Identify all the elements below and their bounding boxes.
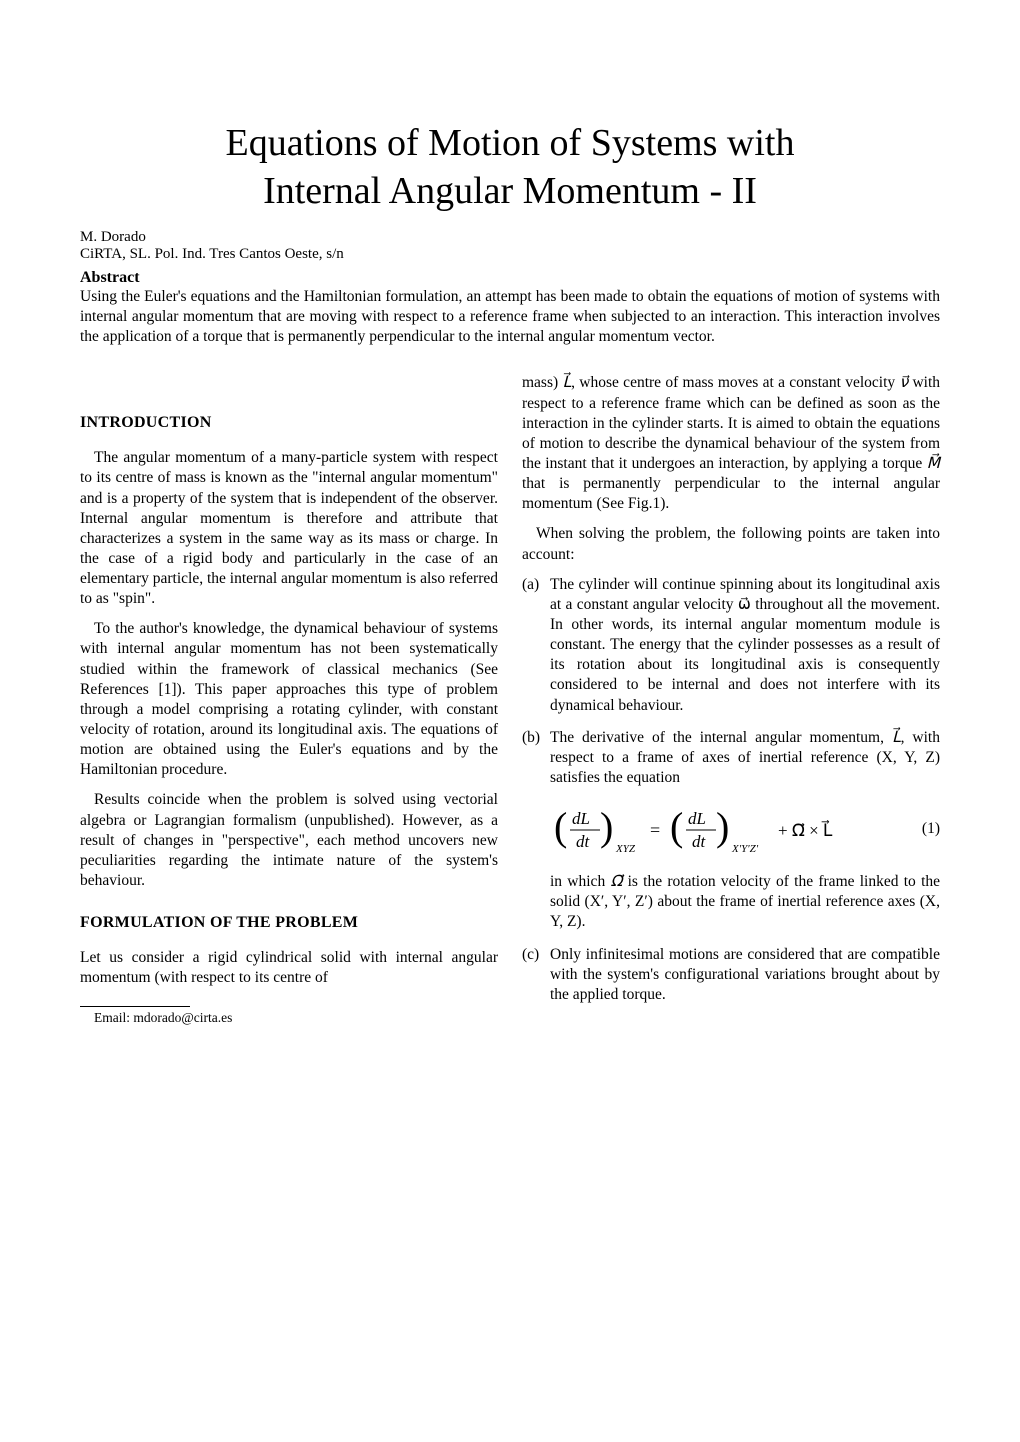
symbol-Omega: Ω⃗ bbox=[610, 873, 622, 890]
right-column: mass) L⃗, whose centre of mass moves at … bbox=[522, 373, 940, 1026]
abstract-text: Using the Euler's equations and the Hami… bbox=[80, 287, 940, 347]
text-fragment: that is permanently perpendicular to the… bbox=[522, 475, 940, 512]
formulation-para-1: Let us consider a rigid cylindrical soli… bbox=[80, 948, 498, 988]
section-formulation: FORMULATION OF THE PROBLEM bbox=[80, 913, 498, 934]
right-para-2: When solving the problem, the following … bbox=[522, 524, 940, 564]
svg-text:X′Y′Z′: X′Y′Z′ bbox=[731, 843, 759, 855]
intro-para-3: Results coincide when the problem is sol… bbox=[80, 790, 498, 891]
left-column: INTRODUCTION The angular momentum of a m… bbox=[80, 373, 498, 1026]
abstract-label: Abstract bbox=[80, 269, 940, 287]
svg-text:): ) bbox=[600, 804, 613, 849]
svg-text:): ) bbox=[716, 804, 729, 849]
footnote-email: Email: mdorado@cirta.es bbox=[80, 1009, 498, 1027]
item-b-body: The derivative of the internal angular m… bbox=[550, 728, 940, 933]
text-fragment: in which bbox=[550, 873, 610, 890]
item-c-label: (c) bbox=[522, 945, 550, 1005]
item-c-body: Only infinitesimal motions are considere… bbox=[550, 945, 940, 1005]
footnote-rule bbox=[80, 1006, 190, 1007]
symbol-L: L⃗ bbox=[562, 374, 571, 391]
svg-text:(: ( bbox=[554, 804, 567, 849]
intro-para-1: The angular momentum of a many-particle … bbox=[80, 448, 498, 609]
section-introduction: INTRODUCTION bbox=[80, 413, 498, 434]
text-fragment: mass) bbox=[522, 374, 562, 391]
list-item-a: (a) The cylinder will continue spinning … bbox=[522, 575, 940, 716]
paper-title: Equations of Motion of Systems with Inte… bbox=[80, 120, 940, 215]
text-fragment: , whose centre of mass moves at a consta… bbox=[571, 374, 899, 391]
text-fragment: The derivative of the internal angular m… bbox=[550, 729, 892, 746]
svg-text:dL⃗: dL⃗ bbox=[688, 809, 719, 828]
list-item-c: (c) Only infinitesimal motions are consi… bbox=[522, 945, 940, 1005]
symbol-L: L⃗ bbox=[892, 729, 901, 746]
item-a-label: (a) bbox=[522, 575, 550, 716]
svg-text:dt: dt bbox=[692, 832, 707, 851]
item-a-body: The cylinder will continue spinning abou… bbox=[550, 575, 940, 716]
equation-1: ( dL⃗ dt ) XYZ = ( dL⃗ bbox=[550, 800, 940, 858]
symbol-nu: ν⃗ bbox=[899, 374, 908, 391]
document-page: Equations of Motion of Systems with Inte… bbox=[0, 0, 1020, 1442]
item-b-label: (b) bbox=[522, 728, 550, 933]
title-line-1: Equations of Motion of Systems with bbox=[226, 122, 795, 164]
right-para-1: mass) L⃗, whose centre of mass moves at … bbox=[522, 373, 940, 514]
two-column-body: INTRODUCTION The angular momentum of a m… bbox=[80, 373, 940, 1026]
list-item-b: (b) The derivative of the internal angul… bbox=[522, 728, 940, 933]
svg-text:dL⃗: dL⃗ bbox=[572, 809, 603, 828]
author-name: M. Dorado bbox=[80, 229, 940, 246]
intro-para-2: To the author's knowledge, the dynamical… bbox=[80, 619, 498, 780]
title-line-2: Internal Angular Momentum - II bbox=[263, 170, 757, 212]
equation-number-1: (1) bbox=[914, 819, 940, 839]
symbol-M: M⃗ bbox=[927, 455, 940, 472]
svg-text:dt: dt bbox=[576, 832, 591, 851]
svg-text:=: = bbox=[650, 820, 660, 840]
equation-svg: ( dL⃗ dt ) XYZ = ( dL⃗ bbox=[550, 800, 850, 858]
affiliation: CiRTA, SL. Pol. Ind. Tres Cantos Oeste, … bbox=[80, 246, 940, 263]
svg-text:(: ( bbox=[670, 804, 683, 849]
svg-text:+ Ω⃗ × L⃗: + Ω⃗ × L⃗ bbox=[778, 820, 833, 840]
svg-text:XYZ: XYZ bbox=[615, 843, 636, 855]
